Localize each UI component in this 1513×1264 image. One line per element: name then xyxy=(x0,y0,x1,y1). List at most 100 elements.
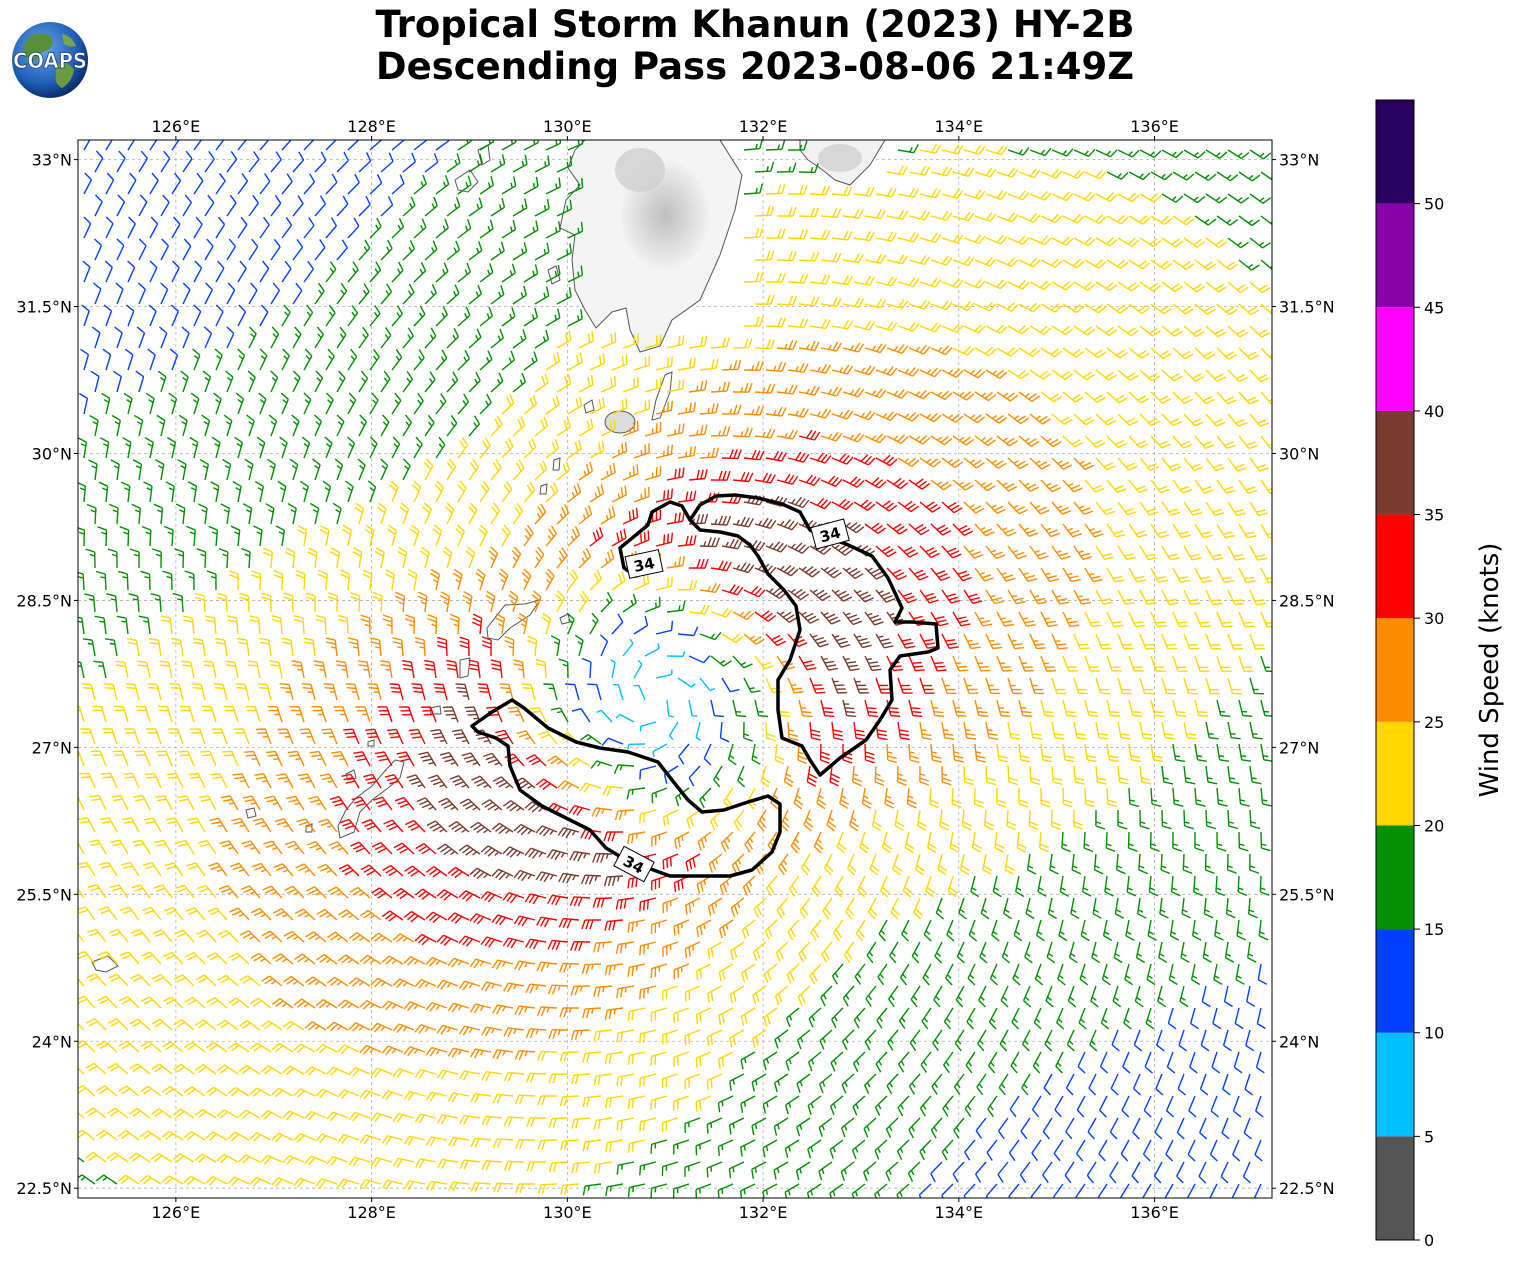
wind-barb xyxy=(423,458,434,481)
wind-barb xyxy=(329,796,349,811)
wind-barb xyxy=(754,517,777,529)
wind-barb xyxy=(774,985,789,1006)
wind-barb xyxy=(349,886,371,899)
wind-barb xyxy=(1216,743,1230,762)
wind-barb xyxy=(285,547,296,569)
wind-barb xyxy=(446,458,457,481)
wind-barb xyxy=(501,176,517,195)
wind-barb xyxy=(436,1024,459,1035)
wind-barb xyxy=(1227,369,1248,383)
wind-barb xyxy=(446,153,461,173)
wind-barb xyxy=(1189,1051,1198,1074)
wind-barb xyxy=(1095,237,1118,247)
wind-barb xyxy=(459,636,470,657)
wind-barb xyxy=(353,751,371,767)
wind-barb xyxy=(1109,1161,1119,1184)
wind-barb xyxy=(699,537,720,548)
wind-barb xyxy=(78,887,85,899)
wind-barb xyxy=(1073,765,1085,785)
wind-barb xyxy=(249,1176,272,1187)
wind-barb xyxy=(332,502,342,525)
wind-barb xyxy=(688,655,711,664)
wind-barb xyxy=(535,825,558,837)
wind-barb xyxy=(435,218,449,239)
wind-barb xyxy=(164,862,184,877)
wind-barb xyxy=(512,502,524,525)
wind-barb xyxy=(1155,1073,1164,1096)
wind-barb xyxy=(1172,479,1192,494)
wind-barb xyxy=(798,163,819,173)
wind-barb xyxy=(605,1139,624,1153)
wind-barb xyxy=(132,839,151,855)
wind-barb xyxy=(644,509,662,525)
wind-barb xyxy=(706,1161,723,1178)
wind-barb xyxy=(1259,875,1270,896)
wind-barb xyxy=(784,1183,800,1198)
wind-barb xyxy=(148,304,157,327)
wind-barb xyxy=(347,173,360,195)
wind-barb xyxy=(1242,1161,1251,1184)
wind-barb xyxy=(381,955,404,965)
wind-barb xyxy=(495,729,514,745)
wind-barb xyxy=(951,787,962,809)
colorbar-bin xyxy=(1376,1136,1414,1240)
wind-barb xyxy=(1205,281,1227,293)
wind-barb xyxy=(304,1021,327,1031)
wind-barb xyxy=(1009,1095,1020,1118)
wind-barb xyxy=(798,251,820,262)
wind-barb xyxy=(426,820,448,833)
wind-barb xyxy=(953,1117,965,1139)
wind-barb xyxy=(1227,281,1249,293)
wind-barb xyxy=(930,1161,943,1183)
wind-barb xyxy=(730,941,745,961)
wind-barb xyxy=(1095,677,1111,695)
wind-barb xyxy=(96,1040,118,1053)
wind-barb xyxy=(389,683,404,701)
wind-barb xyxy=(809,721,821,741)
wind-barb xyxy=(106,593,118,613)
colorbar-bin xyxy=(1376,929,1414,1033)
wind-barb xyxy=(1144,1051,1153,1074)
wind-barb xyxy=(181,660,195,679)
wind-barb xyxy=(173,974,195,987)
wind-barb xyxy=(1051,148,1074,157)
wind-barb xyxy=(818,1073,833,1094)
wind-barb xyxy=(173,1063,195,1075)
wind-barb xyxy=(889,941,899,964)
lon-label-top: 130°E xyxy=(543,117,592,136)
wind-barb xyxy=(107,548,118,569)
wind-barb xyxy=(600,419,617,437)
wind-barb xyxy=(1024,941,1033,964)
wind-barb xyxy=(751,1117,767,1136)
wind-barb xyxy=(1176,1161,1185,1184)
wind-barb xyxy=(884,787,895,809)
wind-barb xyxy=(183,1175,206,1186)
wind-barb xyxy=(1095,501,1116,516)
wind-barb xyxy=(886,389,909,399)
wind-barb xyxy=(501,263,516,283)
wind-barb xyxy=(1161,457,1182,472)
wind-barb xyxy=(184,1041,206,1053)
lon-label-top: 134°E xyxy=(934,117,983,136)
wind-barb xyxy=(337,999,360,1009)
wind-barb xyxy=(985,1183,998,1198)
wind-barb xyxy=(327,931,349,943)
wind-barb xyxy=(944,963,954,986)
wind-barb xyxy=(610,659,616,679)
wind-barb xyxy=(963,545,984,559)
wind-barb xyxy=(963,413,986,424)
wind-barb xyxy=(239,930,261,943)
wind-barb xyxy=(457,306,471,327)
wind-barb xyxy=(295,863,316,877)
wind-barb xyxy=(148,638,162,657)
wind-barb xyxy=(1227,501,1247,517)
wind-barb xyxy=(908,210,931,221)
wind-barb xyxy=(798,474,821,486)
wind-barb xyxy=(231,817,250,833)
wind-barb xyxy=(116,238,125,261)
wind-barb xyxy=(906,787,917,809)
wind-barb xyxy=(373,796,393,811)
wind-barb xyxy=(149,172,159,195)
wind-barb xyxy=(952,523,974,537)
